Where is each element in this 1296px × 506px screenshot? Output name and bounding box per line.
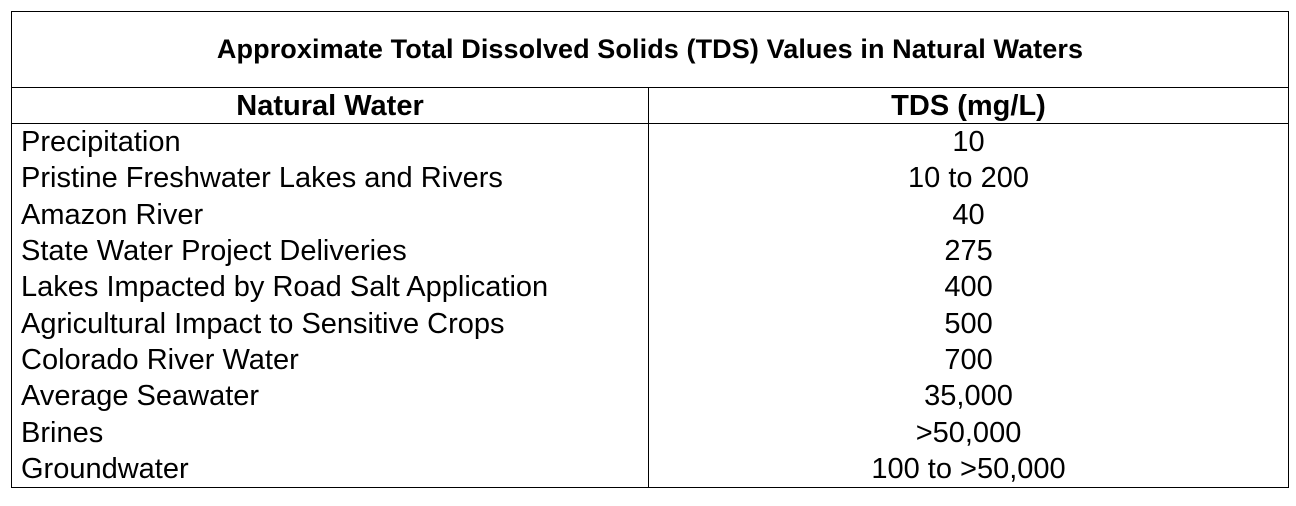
cell-natural-water: State Water Project Deliveries [11, 232, 649, 270]
cell-natural-water: Amazon River [11, 196, 649, 233]
table-row: Pristine Freshwater Lakes and Rivers 10 … [11, 160, 1290, 197]
header-tds: TDS (mg/L) [647, 87, 1290, 124]
cell-tds-value: >50,000 [647, 414, 1290, 451]
table-title-row: Approximate Total Dissolved Solids (TDS)… [10, 11, 1290, 88]
table-row: Average Seawater 35,000 [11, 378, 1290, 415]
cell-tds-value: 10 to 200 [647, 160, 1290, 197]
table-row: Brines >50,000 [11, 414, 1290, 451]
cell-natural-water: Pristine Freshwater Lakes and Rivers [11, 160, 649, 197]
cell-tds-value: 275 [647, 232, 1290, 270]
cell-natural-water: Precipitation [11, 123, 649, 161]
cell-tds-value: 700 [647, 341, 1290, 379]
cell-natural-water: Groundwater [11, 450, 649, 488]
table-row: State Water Project Deliveries 275 [11, 232, 1290, 270]
table-title: Approximate Total Dissolved Solids (TDS)… [10, 11, 1290, 88]
cell-natural-water: Colorado River Water [11, 341, 649, 379]
cell-natural-water: Brines [11, 414, 649, 451]
table-row: Amazon River 40 [11, 196, 1290, 233]
table-body: Precipitation 10 Pristine Freshwater Lak… [11, 123, 1290, 488]
table-row: Lakes Impacted by Road Salt Application … [11, 269, 1290, 306]
cell-tds-value: 40 [647, 196, 1290, 233]
cell-natural-water: Agricultural Impact to Sensitive Crops [11, 305, 649, 342]
cell-natural-water: Average Seawater [11, 378, 649, 415]
cell-natural-water: Lakes Impacted by Road Salt Application [11, 269, 649, 306]
cell-tds-value: 400 [647, 269, 1290, 306]
tds-table: Approximate Total Dissolved Solids (TDS)… [10, 11, 1290, 488]
table-row: Colorado River Water 700 [11, 341, 1290, 379]
table-row: Groundwater 100 to >50,000 [11, 450, 1290, 488]
header-natural-water: Natural Water [11, 87, 649, 124]
cell-tds-value: 500 [647, 305, 1290, 342]
cell-tds-value: 100 to >50,000 [647, 450, 1290, 488]
table-row: Agricultural Impact to Sensitive Crops 5… [11, 305, 1290, 342]
cell-tds-value: 35,000 [647, 378, 1290, 415]
cell-tds-value: 10 [647, 123, 1290, 161]
table-header-row: Natural Water TDS (mg/L) [11, 87, 1290, 124]
table-row: Precipitation 10 [11, 123, 1290, 161]
